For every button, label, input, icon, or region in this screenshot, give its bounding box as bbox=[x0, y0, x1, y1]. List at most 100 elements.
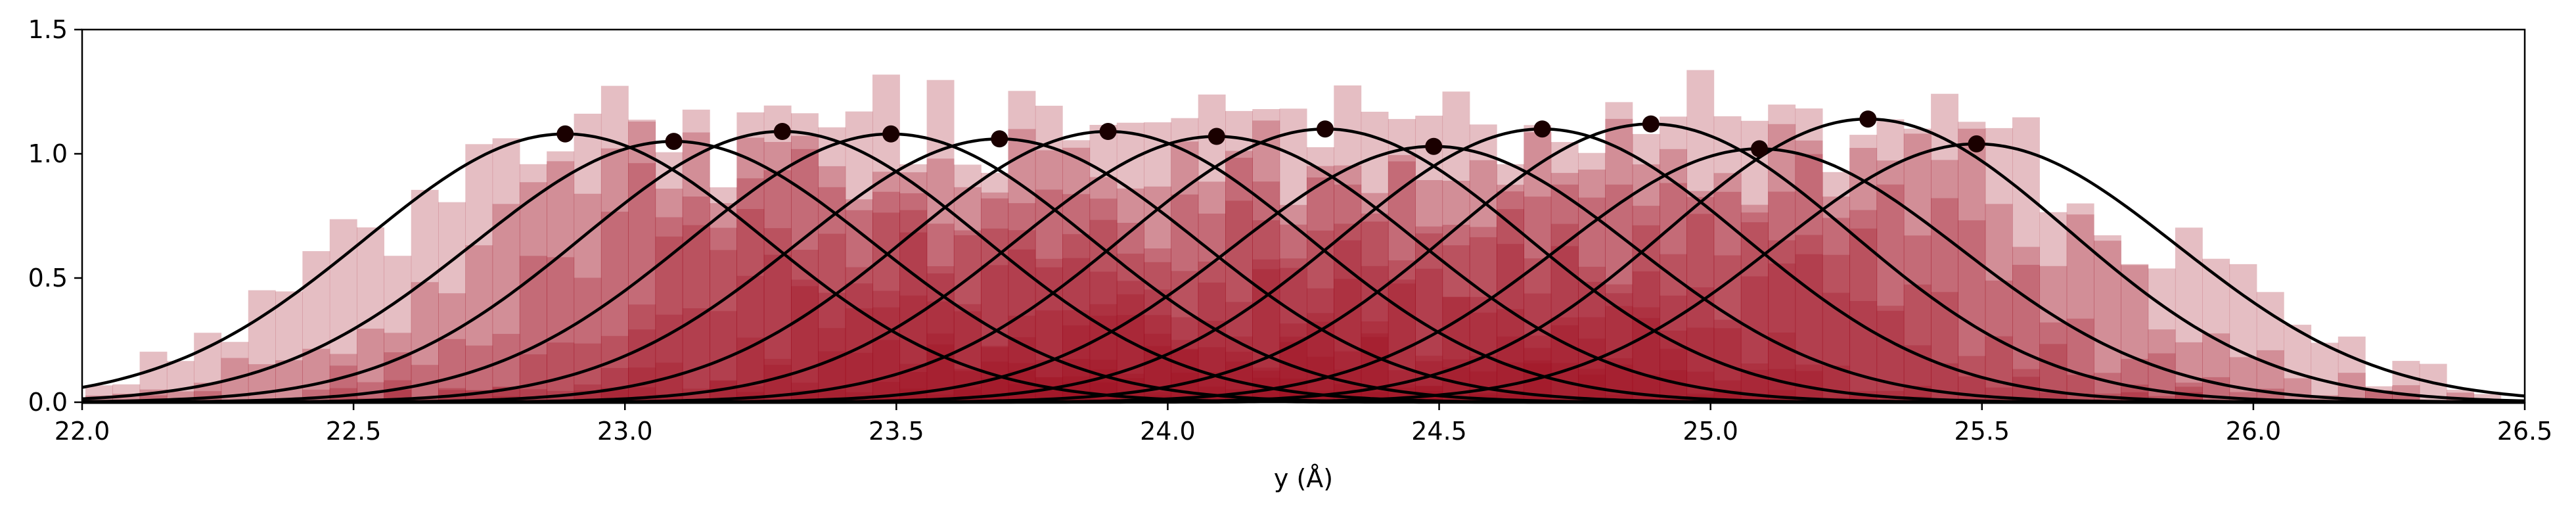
histogram-bar bbox=[981, 198, 1009, 402]
histogram-bar bbox=[547, 161, 575, 403]
histogram-bar bbox=[465, 245, 493, 402]
histogram-bar bbox=[1469, 227, 1497, 402]
histogram-bar bbox=[845, 210, 873, 402]
histogram-bar bbox=[1550, 246, 1579, 402]
histogram-bar bbox=[1062, 234, 1091, 402]
histogram-bar bbox=[1876, 184, 1905, 402]
histogram-bar bbox=[1252, 269, 1280, 402]
histogram-bar bbox=[1225, 302, 1253, 402]
histogram-bar bbox=[1008, 315, 1036, 402]
histogram-bar bbox=[1442, 225, 1470, 402]
histogram-7 bbox=[574, 94, 1850, 403]
histogram-bar bbox=[1550, 184, 1579, 402]
histogram-bar bbox=[438, 338, 466, 402]
histogram-bar bbox=[1632, 307, 1660, 402]
histogram-bar bbox=[1713, 191, 1742, 402]
histogram-bar bbox=[1469, 237, 1497, 402]
histogram-bar bbox=[1171, 141, 1199, 403]
x-tick-label: 23.5 bbox=[869, 417, 924, 446]
histogram-bar bbox=[1144, 248, 1171, 402]
histogram-bar bbox=[1062, 140, 1091, 403]
histogram-bar bbox=[574, 114, 602, 402]
histogram-bar bbox=[1795, 364, 1823, 402]
histogram-bar bbox=[384, 256, 412, 402]
histogram-bar bbox=[1307, 394, 1334, 402]
histogram-bar bbox=[628, 121, 656, 402]
histogram-bar bbox=[1008, 370, 1036, 402]
histogram-bar bbox=[736, 209, 765, 402]
histogram-bar bbox=[736, 178, 765, 402]
histogram-bar bbox=[2311, 342, 2339, 402]
histogram-bar bbox=[845, 352, 873, 402]
histogram-bar bbox=[710, 227, 737, 402]
histogram-bar bbox=[763, 105, 792, 402]
histogram-bar bbox=[2284, 378, 2312, 402]
histogram-bar bbox=[791, 286, 819, 402]
histogram-bar bbox=[1415, 180, 1443, 402]
histogram-bar bbox=[981, 173, 1009, 402]
x-axis-label: y (Å) bbox=[1274, 464, 1333, 493]
peak-marker-4 bbox=[882, 125, 900, 143]
peak-marker-layer bbox=[556, 110, 1985, 158]
histogram-bar bbox=[1334, 184, 1362, 402]
x-tick-label: 23.0 bbox=[597, 417, 653, 446]
histogram-bar bbox=[166, 361, 194, 402]
histogram-bar bbox=[465, 144, 493, 403]
histogram-bar bbox=[1660, 183, 1687, 402]
histogram-bar bbox=[1740, 276, 1769, 402]
histogram-bar bbox=[845, 111, 873, 402]
histogram-bar bbox=[2039, 266, 2068, 402]
histogram-bar bbox=[2256, 292, 2284, 402]
histogram-bar bbox=[1822, 292, 1850, 402]
histogram-bar bbox=[763, 142, 792, 402]
histogram-bar bbox=[1632, 206, 1660, 402]
histogram-bar bbox=[1578, 281, 1606, 402]
histogram-bar bbox=[438, 202, 466, 402]
histogram-bar bbox=[194, 333, 222, 402]
histogram-bar bbox=[221, 342, 249, 402]
histogram-bar bbox=[574, 277, 602, 402]
histogram-bar bbox=[1307, 177, 1334, 402]
histogram-bar bbox=[710, 203, 737, 402]
histogram-bar bbox=[2121, 265, 2149, 402]
peak-marker-9 bbox=[1425, 137, 1443, 155]
histogram-bar bbox=[1985, 336, 2013, 402]
histogram-bar bbox=[1225, 151, 1253, 402]
x-tick-label: 25.5 bbox=[1954, 417, 2010, 446]
histogram-bar bbox=[682, 109, 710, 403]
histogram-bar bbox=[845, 267, 873, 402]
histogram-bar bbox=[2094, 235, 2121, 402]
histogram-bar bbox=[600, 212, 629, 402]
histogram-bar bbox=[1768, 191, 1796, 402]
histogram-bar bbox=[1958, 122, 1986, 403]
x-tick-label: 24.5 bbox=[1411, 417, 1467, 446]
histogram-bar bbox=[628, 329, 656, 402]
histogram-bar bbox=[872, 340, 900, 402]
y-tick-label: 0.5 bbox=[28, 264, 68, 292]
histogram-bar bbox=[519, 182, 547, 402]
histogram-bar bbox=[1822, 254, 1850, 402]
histogram-bar bbox=[2121, 359, 2149, 402]
histogram-bar bbox=[1931, 292, 1958, 402]
histogram-bar bbox=[1686, 197, 1715, 402]
histogram-bar bbox=[2012, 246, 2040, 402]
histogram-bar bbox=[547, 342, 575, 402]
histogram-bar bbox=[1713, 255, 1742, 402]
peak-marker-12 bbox=[1751, 140, 1768, 158]
histogram-bar bbox=[1361, 213, 1389, 402]
histogram-bar bbox=[1279, 268, 1307, 402]
histogram-bar bbox=[1497, 244, 1524, 402]
histogram-bar bbox=[2039, 212, 2068, 402]
histogram-bar bbox=[1550, 173, 1579, 402]
histogram-bar bbox=[1116, 315, 1144, 402]
histogram-bar bbox=[1307, 288, 1334, 402]
histogram-bar bbox=[2229, 264, 2257, 402]
histogram-bar bbox=[1849, 394, 1878, 402]
x-tick-label: 22.5 bbox=[326, 417, 382, 446]
histogram-bar bbox=[1660, 116, 1687, 402]
histogram-bar bbox=[2148, 268, 2176, 402]
histogram-bar bbox=[872, 191, 900, 402]
histogram-bar bbox=[1524, 335, 1552, 402]
histogram-bar bbox=[818, 233, 846, 402]
histogram-bar bbox=[655, 394, 683, 402]
